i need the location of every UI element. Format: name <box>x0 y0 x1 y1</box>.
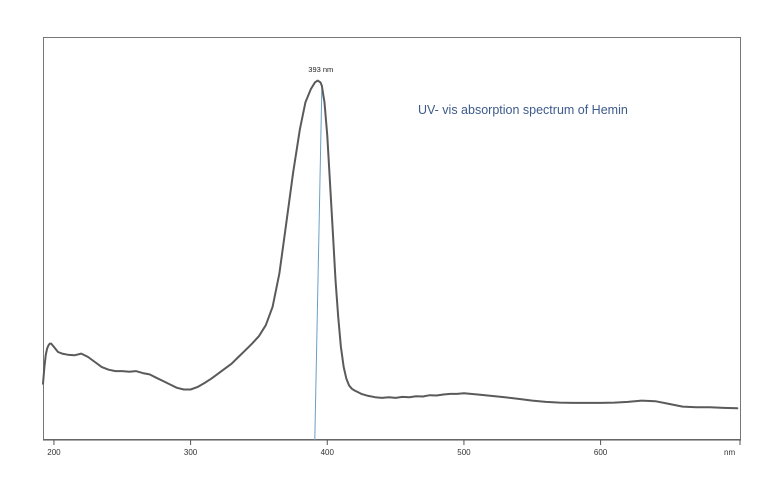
x-tick-label-200: 200 <box>47 448 61 457</box>
x-axis-ticks <box>53 440 741 445</box>
x-tick-label-500: 500 <box>457 448 471 457</box>
peak-label: 393 nm <box>308 65 333 74</box>
peak-marker-line <box>314 88 323 441</box>
x-tick-label-400: 400 <box>321 448 335 457</box>
x-axis-tick-labels: 200 300 400 500 600 <box>47 448 608 457</box>
x-axis-unit-label: nm <box>724 448 735 457</box>
x-tick-label-300: 300 <box>184 448 198 457</box>
spectrum-line <box>42 79 739 410</box>
x-tick-label-600: 600 <box>594 448 608 457</box>
plot-frame <box>43 37 741 440</box>
chart-title: UV- vis absorption spectrum of Hemin <box>418 103 628 117</box>
